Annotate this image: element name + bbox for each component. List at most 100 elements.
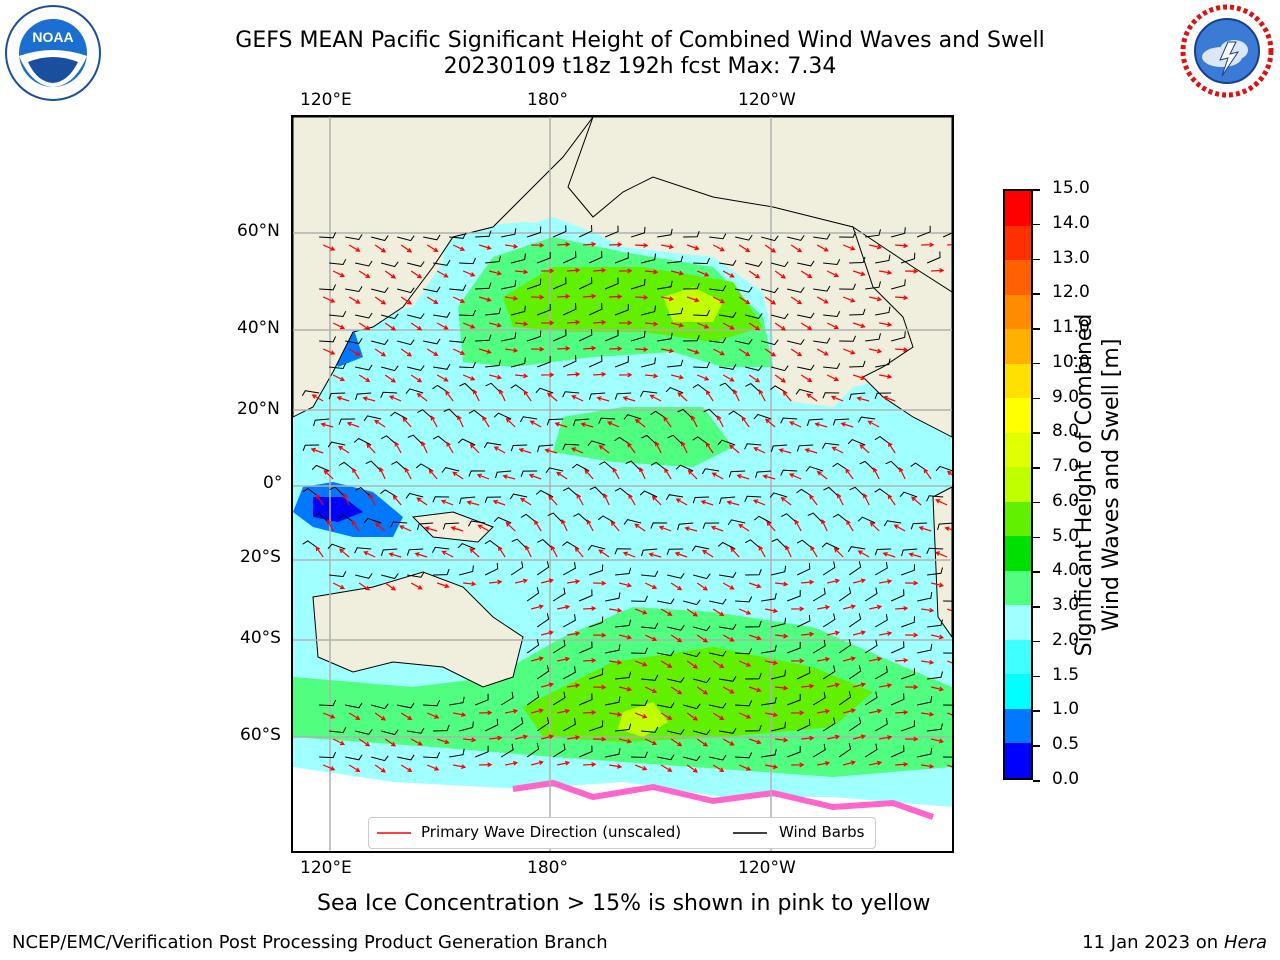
wave-direction-arrow — [402, 417, 412, 428]
wave-direction-arrow — [609, 294, 623, 300]
wave-direction-arrow — [670, 582, 683, 591]
wind-barb — [405, 388, 424, 394]
wind-barb — [578, 641, 593, 654]
wave-direction-arrow — [310, 447, 324, 454]
wind-barb — [770, 444, 788, 452]
wave-direction-arrow — [348, 764, 361, 772]
wind-barb — [807, 512, 824, 524]
wave-direction-arrow — [505, 417, 516, 428]
wave-direction-arrow — [352, 467, 360, 480]
wave-direction-arrow — [374, 348, 387, 357]
wave-direction-arrow — [686, 764, 699, 773]
wind-barb — [552, 329, 567, 342]
wind-barb — [573, 418, 590, 427]
wind-barb — [770, 385, 788, 394]
wind-barb — [717, 439, 736, 446]
wind-barb — [667, 434, 684, 446]
wave-direction-arrow — [911, 496, 922, 506]
wind-barb — [363, 517, 382, 524]
wind-barb — [562, 718, 576, 732]
wind-barb — [771, 721, 787, 732]
wind-barb — [693, 625, 711, 632]
wave-direction-arrow — [541, 630, 555, 636]
wind-barb — [755, 470, 772, 479]
wind-barb — [468, 409, 486, 420]
wind-barb — [650, 522, 668, 529]
wave-direction-arrow — [918, 526, 932, 532]
wave-direction-arrow — [827, 682, 840, 688]
wind-barb — [891, 279, 906, 290]
wind-barb — [849, 256, 866, 264]
wind-barb — [552, 225, 567, 238]
wind-barb — [667, 307, 684, 316]
wind-barb — [355, 312, 373, 319]
wind-barb — [890, 641, 905, 654]
wind-barb — [822, 665, 836, 680]
wind-barb — [761, 644, 777, 654]
lat-label-40n: 40°N — [237, 318, 280, 338]
wave-direction-arrow — [374, 296, 387, 305]
wave-direction-arrow — [450, 526, 464, 532]
colorbar-segment — [1005, 673, 1031, 709]
footer-branch: NCEP/EMC/Verification Post Processing Pr… — [12, 932, 608, 953]
wind-barb — [937, 522, 952, 531]
wave-direction-arrow — [609, 659, 623, 665]
colorbar-title-line1: Significant Height of Combined — [1072, 313, 1097, 657]
wave-direction-arrow — [923, 468, 932, 480]
wave-direction-arrow — [879, 270, 893, 275]
wave-direction-arrow — [705, 442, 714, 454]
wind-barb — [735, 752, 753, 759]
wind-barb — [848, 561, 862, 576]
wave-direction-arrow — [846, 519, 854, 532]
colorbar-tick-label: 7.0 — [1052, 456, 1080, 477]
wave-direction-arrow — [764, 244, 777, 253]
wind-barb — [761, 235, 779, 242]
wave-direction-arrow — [541, 682, 555, 688]
wave-direction-arrow — [358, 582, 371, 591]
wind-barb — [839, 335, 856, 342]
wind-barb — [588, 616, 604, 628]
wind-barb — [631, 751, 648, 758]
wind-barb — [397, 754, 415, 761]
wind-barb — [485, 382, 502, 394]
wave-direction-arrow — [686, 296, 700, 303]
wind-barb — [709, 337, 727, 344]
wind-barb — [329, 258, 347, 266]
wind-barb — [371, 287, 389, 294]
wind-barb — [761, 592, 777, 602]
wind-barb — [329, 486, 346, 498]
wind-barb — [849, 308, 866, 316]
wave-direction-arrow — [664, 467, 672, 480]
wave-direction-arrow — [738, 764, 752, 771]
wind-barb — [744, 443, 762, 450]
wind-barb — [822, 717, 836, 732]
wave-direction-arrow — [946, 764, 952, 768]
wave-direction-arrow — [489, 579, 503, 585]
wind-barb — [910, 522, 928, 530]
wind-barb — [301, 390, 320, 397]
wave-direction-arrow — [645, 373, 659, 379]
wave-direction-arrow — [748, 634, 762, 641]
wave-direction-arrow — [584, 469, 594, 480]
wind-barb — [812, 743, 826, 758]
wind-barb — [805, 466, 824, 472]
wave-direction-arrow — [895, 243, 909, 249]
wind-barb — [415, 463, 434, 472]
wind-barb — [693, 309, 711, 317]
wind-barb — [874, 392, 892, 399]
wave-direction-arrow — [921, 607, 935, 613]
maritime-continent-min — [313, 497, 363, 522]
wind-barb — [345, 702, 363, 709]
wave-direction-arrow — [712, 608, 725, 617]
wave-direction-arrow — [935, 499, 948, 506]
colorbar-segment — [1005, 190, 1031, 226]
wave-direction-arrow — [374, 244, 387, 253]
wind-barb — [354, 547, 372, 554]
wind-barb — [510, 444, 528, 452]
wave-direction-arrow — [931, 582, 944, 588]
wind-barb — [639, 490, 658, 498]
colorbar-tick-mark — [1033, 293, 1040, 295]
wind-barb — [302, 444, 320, 451]
legend-wind-barbs: Wind Barbs — [779, 823, 865, 841]
wave-direction-arrow — [738, 348, 751, 357]
